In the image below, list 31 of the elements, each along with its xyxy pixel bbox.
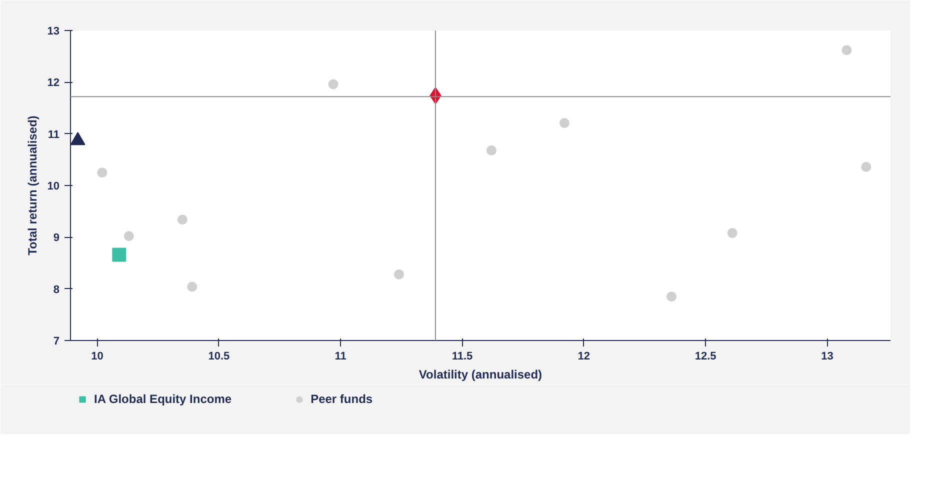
y-tick-label: 10 [47, 180, 60, 192]
point [727, 228, 738, 238]
point [666, 292, 677, 302]
x-axis-title: Volatility (annualised) [418, 368, 542, 382]
y-axis-title: Total return (annualised) [25, 116, 40, 256]
y-tick-label: 7 [53, 336, 60, 348]
point [559, 118, 570, 128]
x-tick-label: 11 [334, 350, 346, 362]
x-tick-label: 11.5 [452, 350, 473, 362]
point [112, 248, 126, 262]
y-tick-label: 11 [48, 128, 60, 141]
y-tick-label: 9 [53, 232, 60, 244]
point [394, 269, 404, 280]
point [861, 162, 872, 172]
point [486, 145, 496, 156]
legend-label: Peer funds [310, 392, 373, 406]
y-tick-label: 13 [47, 26, 60, 38]
point [187, 282, 198, 292]
x-tick-label: 12 [578, 350, 590, 362]
legend-label: IA Global Equity Income [94, 392, 232, 406]
point [177, 214, 188, 225]
x-tick-label: 12.5 [694, 350, 716, 362]
x-tick-label: 10.5 [208, 350, 230, 362]
y-tick-label: 8 [53, 284, 60, 296]
point [97, 168, 108, 178]
x-tick-label: 13 [821, 350, 834, 362]
x-tick-label: 10 [91, 350, 104, 362]
y-tick-label: 12 [47, 77, 60, 90]
point [328, 79, 338, 90]
point [124, 231, 134, 242]
point [842, 45, 852, 56]
